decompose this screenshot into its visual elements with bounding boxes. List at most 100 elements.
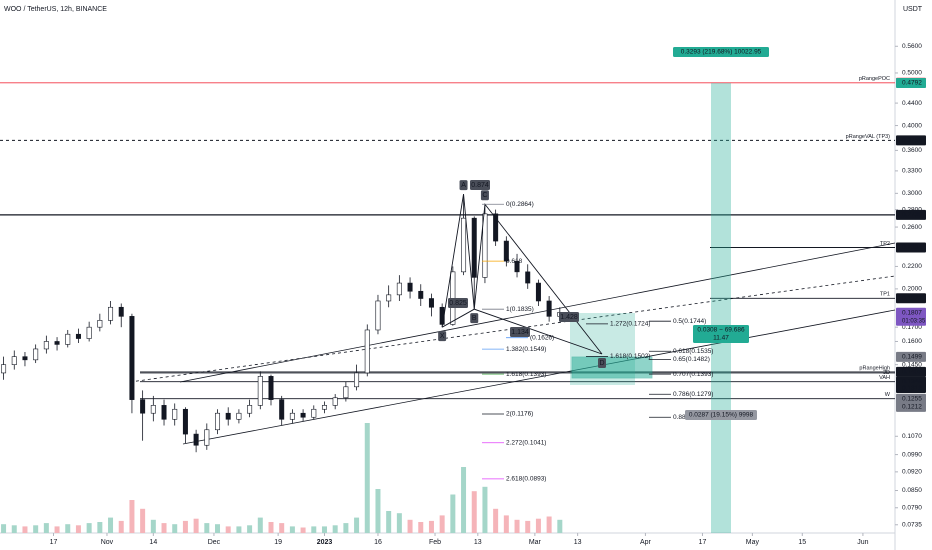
price-tag — [896, 307, 926, 326]
volume-bar — [300, 527, 306, 533]
volume-bar — [247, 525, 253, 533]
candle-body — [43, 341, 49, 350]
candle-body — [546, 300, 552, 317]
volume-bar — [33, 525, 39, 533]
price-tag — [896, 242, 926, 253]
candle-body — [108, 306, 114, 321]
y-tick-label: 0.3600 — [902, 147, 922, 154]
volume-bar — [118, 520, 124, 533]
volume-bar — [215, 524, 221, 533]
candle-body — [65, 333, 71, 345]
y-tick-label: 0.5000 — [902, 70, 922, 77]
level-label: TP2 — [880, 241, 890, 247]
x-tick-label: 14 — [149, 539, 157, 546]
price-tag-label: 0.3756 — [902, 137, 922, 144]
candle-body — [257, 376, 263, 406]
price-tag-label: 0.1807 — [902, 310, 922, 317]
volume-bar — [268, 522, 274, 533]
fib-label: 0.88 — [673, 414, 686, 421]
x-tick-label: Dec — [208, 539, 221, 546]
y-tick-label: 0.4000 — [902, 122, 922, 129]
candle-body — [354, 372, 360, 388]
y-tick-label: 0.0990 — [902, 451, 922, 458]
pattern-point-label: X — [440, 333, 445, 340]
y-tick-label: 0.3300 — [902, 168, 922, 175]
volume-bar — [161, 523, 167, 533]
candle-body — [396, 282, 402, 296]
price-tag — [896, 77, 926, 88]
candle-body — [364, 329, 370, 374]
candle-body — [75, 333, 81, 339]
x-tick-label: 13 — [474, 539, 482, 546]
fib-label: 1.618(0.1393) — [506, 371, 546, 378]
volume-bar — [514, 519, 520, 533]
pattern-path — [441, 194, 603, 355]
volume-bar — [343, 523, 349, 533]
volume-bar — [172, 524, 178, 533]
level-label: TP1 — [880, 292, 890, 298]
candle-body — [289, 412, 295, 420]
fib-label: 1(0.1835) — [506, 306, 534, 313]
candle-body — [268, 376, 274, 400]
y-tick-label: 0.1700 — [902, 324, 922, 331]
candle-body — [193, 433, 199, 446]
level-label: pRangeVAL (TP3) — [846, 134, 890, 140]
position-label: 0.3293 (219.68%) 10022.95 — [681, 49, 762, 56]
level-label: VAH — [879, 375, 890, 381]
candle-body — [161, 405, 167, 420]
ratio-box — [559, 312, 579, 322]
ratio-box — [448, 298, 468, 308]
y-tick-label: 0.0790 — [902, 504, 922, 511]
candle-body — [172, 408, 178, 420]
candle-body — [236, 412, 242, 420]
y-tick-label: 0.1070 — [902, 433, 922, 440]
candle-body — [471, 217, 477, 278]
x-tick-label: 19 — [274, 539, 282, 546]
x-tick-label: 15 — [798, 539, 806, 546]
fib-label: 0(0.2864) — [506, 201, 534, 208]
volume-bar — [279, 523, 285, 533]
ratio-label: 1.134 — [511, 329, 529, 336]
volume-bar — [97, 522, 103, 533]
volume-bar — [193, 518, 199, 533]
volume-bar — [396, 513, 402, 533]
candle-body — [407, 282, 413, 292]
volume-bar — [450, 494, 456, 533]
candle-body — [118, 306, 124, 317]
x-tick-label: 16 — [374, 539, 382, 546]
price-tag-label: 0.1212 — [902, 404, 922, 411]
fib-label: 2.272(0.1041) — [506, 439, 546, 446]
ratio-label: 0.874 — [471, 182, 489, 189]
position-label-box — [685, 410, 757, 420]
volume-bar — [108, 517, 114, 533]
volume-bar — [482, 486, 488, 533]
candle-body — [461, 217, 467, 273]
x-tick-label: 17 — [50, 539, 58, 546]
position-label: 0.0287 (19.15%) 9998 — [689, 412, 754, 419]
pattern-point-box — [480, 190, 489, 201]
pattern-point-label: C — [482, 192, 487, 199]
y-tick-label: 0.4400 — [902, 100, 922, 107]
y-tick-label: 0.2200 — [902, 263, 922, 270]
pattern-point-label: B — [472, 315, 477, 322]
price-tag — [896, 135, 926, 146]
price-tag — [896, 293, 926, 304]
volume-bar — [525, 520, 531, 533]
candle-body — [300, 412, 306, 418]
candle-body — [321, 405, 327, 410]
volume-bar — [557, 519, 563, 533]
position-label-box — [693, 325, 749, 343]
fib-label: 1.618(0.1502) — [610, 353, 650, 360]
price-tag — [896, 366, 926, 377]
volume-bar — [43, 523, 49, 533]
y-tick-label: 0.1450 — [902, 361, 922, 368]
volume-bar — [439, 515, 445, 533]
pattern-point-label: D — [599, 360, 604, 367]
candle-body — [225, 412, 231, 420]
x-tick-label: 13 — [574, 539, 582, 546]
fib-label: 2(0.1176) — [506, 411, 533, 418]
candle-body — [514, 260, 520, 273]
volume-bar — [22, 526, 28, 533]
volume-bar — [150, 519, 156, 533]
x-tick-label: Mar — [529, 539, 542, 546]
